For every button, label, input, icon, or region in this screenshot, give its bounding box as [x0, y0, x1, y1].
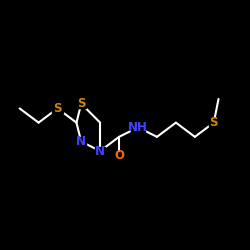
Text: S: S — [77, 97, 86, 110]
Text: S: S — [53, 102, 62, 115]
Text: O: O — [114, 149, 124, 162]
Text: N: N — [76, 135, 86, 148]
Bar — [76, 100, 86, 108]
Text: N: N — [95, 144, 105, 158]
Bar — [132, 123, 145, 132]
Bar — [114, 152, 124, 160]
Bar — [95, 147, 105, 155]
Text: S: S — [210, 116, 218, 129]
Bar — [52, 104, 63, 113]
Bar — [208, 118, 219, 127]
Text: NH: NH — [128, 121, 148, 134]
Bar — [76, 137, 86, 146]
